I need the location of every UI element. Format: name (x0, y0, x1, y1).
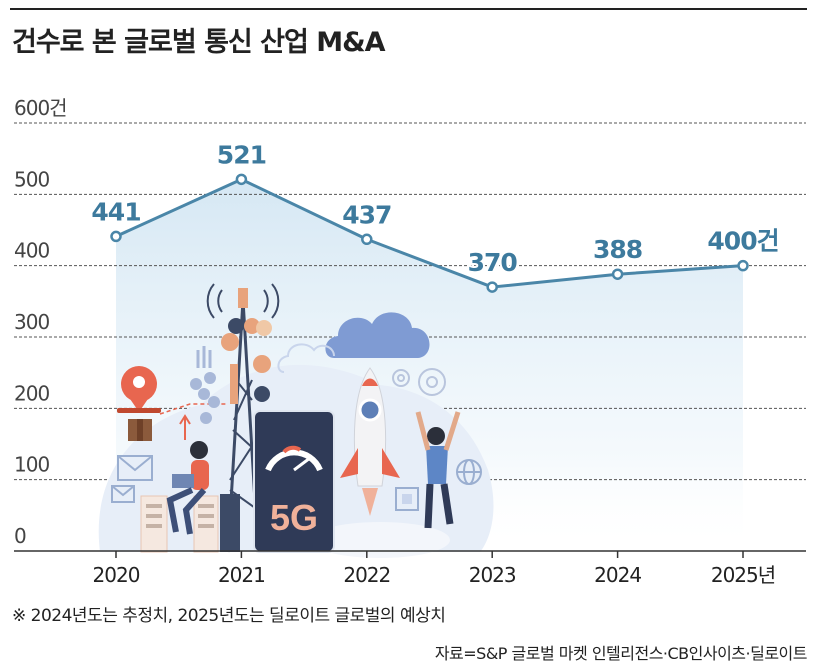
phone-icon: 5G (253, 410, 335, 553)
y-tick-label: 400 (14, 239, 49, 263)
data-point (611, 268, 624, 280)
illustration-blob-glow (310, 522, 450, 558)
data-label: 370 (468, 248, 518, 277)
data-point (361, 233, 373, 246)
data-label: 388 (593, 235, 642, 264)
rocket-icon (340, 367, 400, 516)
y-tick-label: 500 (14, 167, 49, 191)
data-label: 400건 (707, 227, 778, 256)
globe-icon (456, 459, 482, 485)
x-tick-label: 2022 (343, 563, 390, 587)
y-tick-label: 300 (14, 310, 49, 334)
drone-icon (117, 408, 161, 441)
gear-icon (392, 368, 446, 396)
chart: 5G (14, 96, 806, 587)
top-rule (10, 8, 807, 10)
y-tick-label: 0 (14, 524, 26, 548)
chart-title: 건수로 본 글로벌 통신 산업 M&A (12, 27, 386, 58)
data-label: 437 (342, 200, 391, 229)
location-pin-icon (121, 366, 157, 412)
footnote: ※ 2024년도는 추정치, 2025년도는 딜로이트 글로벌의 예상치 (12, 606, 446, 626)
data-label: 521 (217, 140, 266, 169)
y-tick-label: 100 (14, 453, 49, 477)
x-tick-label: 2020 (93, 563, 140, 587)
data-point (486, 281, 498, 293)
cell-tower-icon (190, 283, 280, 553)
x-tick-label: 2021 (218, 563, 265, 587)
data-point (110, 230, 122, 243)
series-line (115, 177, 744, 289)
cheering-person-icon (415, 411, 461, 529)
x-tick-label: 2023 (469, 563, 516, 587)
x-tick-label: 2024 (594, 563, 641, 587)
data-label: 441 (91, 197, 140, 226)
data-point (737, 259, 749, 272)
source-credit: 자료=S&P 글로벌 마켓 인텔리전스·CB인사이츠·딜로이트 (434, 644, 808, 663)
data-point (235, 173, 248, 186)
5g-badge: 5G (270, 497, 318, 538)
person-with-laptop-icon (166, 441, 209, 535)
x-tick-label: 2025년 (711, 563, 775, 587)
y-tick-label: 200 (14, 381, 49, 405)
chip-icon (395, 487, 419, 511)
illustration: 5G (98, 283, 494, 558)
envelope-icon (111, 455, 153, 503)
cloud-icon (277, 312, 430, 373)
y-tick-label: 600건 (14, 96, 67, 120)
server-icon (140, 494, 240, 553)
